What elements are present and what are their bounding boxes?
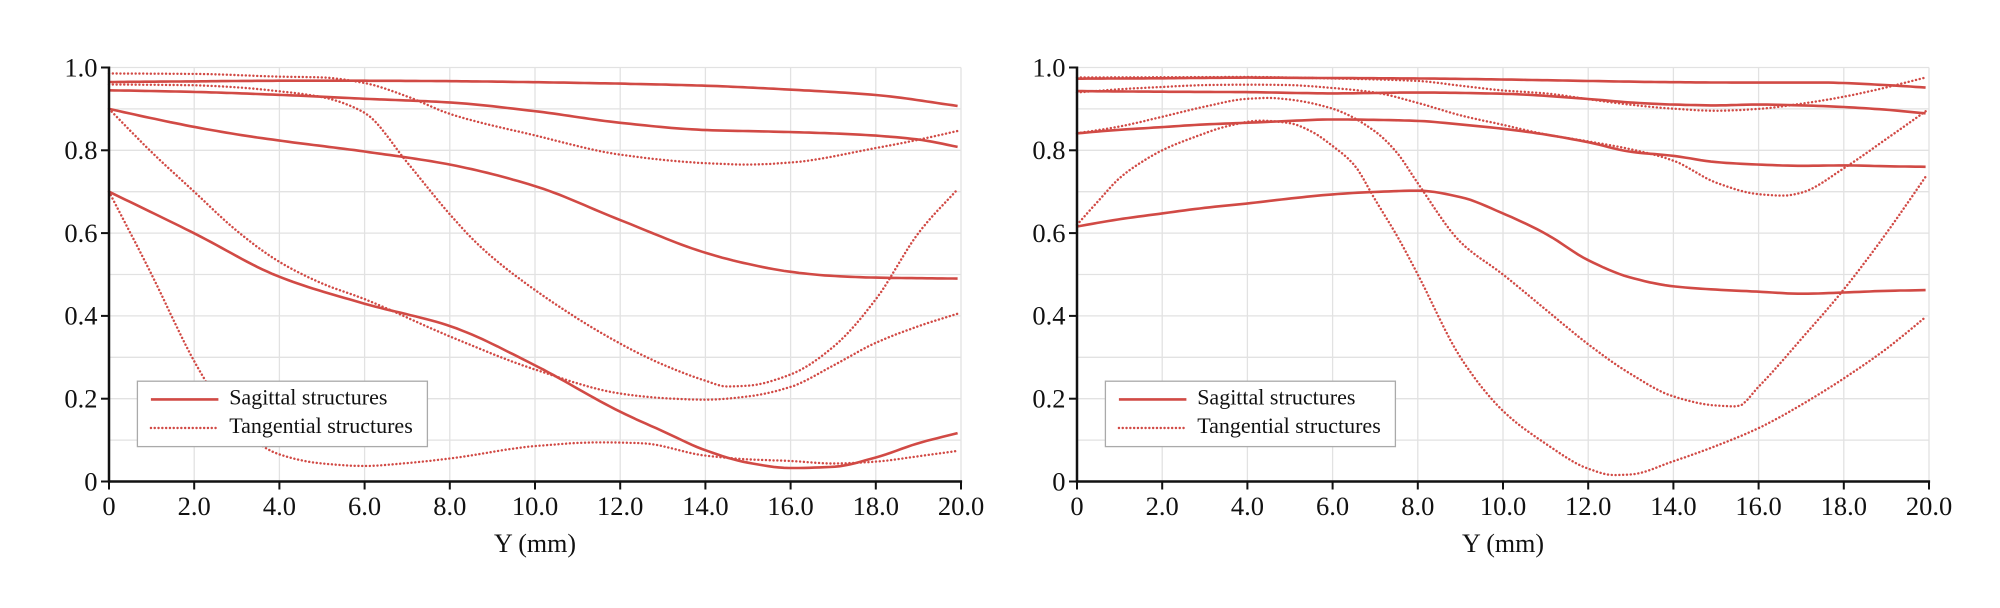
svg-text:0.6: 0.6 — [1032, 218, 1065, 248]
svg-text:Y (mm): Y (mm) — [494, 529, 576, 558]
svg-text:Y (mm): Y (mm) — [1462, 529, 1544, 558]
svg-text:2.0: 2.0 — [1146, 491, 1179, 521]
svg-text:Sagittal structures: Sagittal structures — [1197, 385, 1355, 410]
svg-text:0: 0 — [102, 491, 115, 521]
svg-text:0: 0 — [1070, 491, 1083, 521]
svg-text:0.2: 0.2 — [64, 384, 97, 414]
svg-text:10.0: 10.0 — [512, 491, 558, 521]
svg-text:20.0: 20.0 — [938, 491, 984, 521]
svg-text:Sagittal structures: Sagittal structures — [229, 385, 387, 410]
svg-text:12.0: 12.0 — [597, 491, 643, 521]
svg-text:0.4: 0.4 — [1032, 301, 1065, 331]
svg-text:20.0: 20.0 — [1906, 491, 1952, 521]
svg-text:0.4: 0.4 — [64, 301, 97, 331]
svg-text:2.0: 2.0 — [178, 491, 211, 521]
svg-text:14.0: 14.0 — [682, 491, 728, 521]
svg-text:16.0: 16.0 — [1735, 491, 1781, 521]
svg-text:4.0: 4.0 — [263, 491, 296, 521]
svg-text:0.6: 0.6 — [64, 218, 97, 248]
svg-text:6.0: 6.0 — [348, 491, 381, 521]
svg-text:4.0: 4.0 — [1231, 491, 1264, 521]
svg-text:12.0: 12.0 — [1565, 491, 1611, 521]
svg-text:18.0: 18.0 — [1821, 491, 1867, 521]
svg-text:Tangential structures: Tangential structures — [229, 413, 413, 438]
svg-text:16.0: 16.0 — [767, 491, 813, 521]
svg-text:0: 0 — [1052, 466, 1065, 496]
svg-text:0: 0 — [84, 466, 97, 496]
svg-text:8.0: 8.0 — [1401, 491, 1434, 521]
svg-text:18.0: 18.0 — [853, 491, 899, 521]
svg-text:1.0: 1.0 — [64, 52, 97, 82]
svg-text:0.2: 0.2 — [1032, 384, 1065, 414]
svg-text:0.8: 0.8 — [1032, 135, 1065, 165]
svg-text:1.0: 1.0 — [1032, 52, 1065, 82]
svg-text:8.0: 8.0 — [433, 491, 466, 521]
svg-text:10.0: 10.0 — [1480, 491, 1526, 521]
svg-text:6.0: 6.0 — [1316, 491, 1349, 521]
svg-text:Tangential structures: Tangential structures — [1197, 413, 1381, 438]
svg-text:0.8: 0.8 — [64, 135, 97, 165]
svg-text:14.0: 14.0 — [1650, 491, 1696, 521]
